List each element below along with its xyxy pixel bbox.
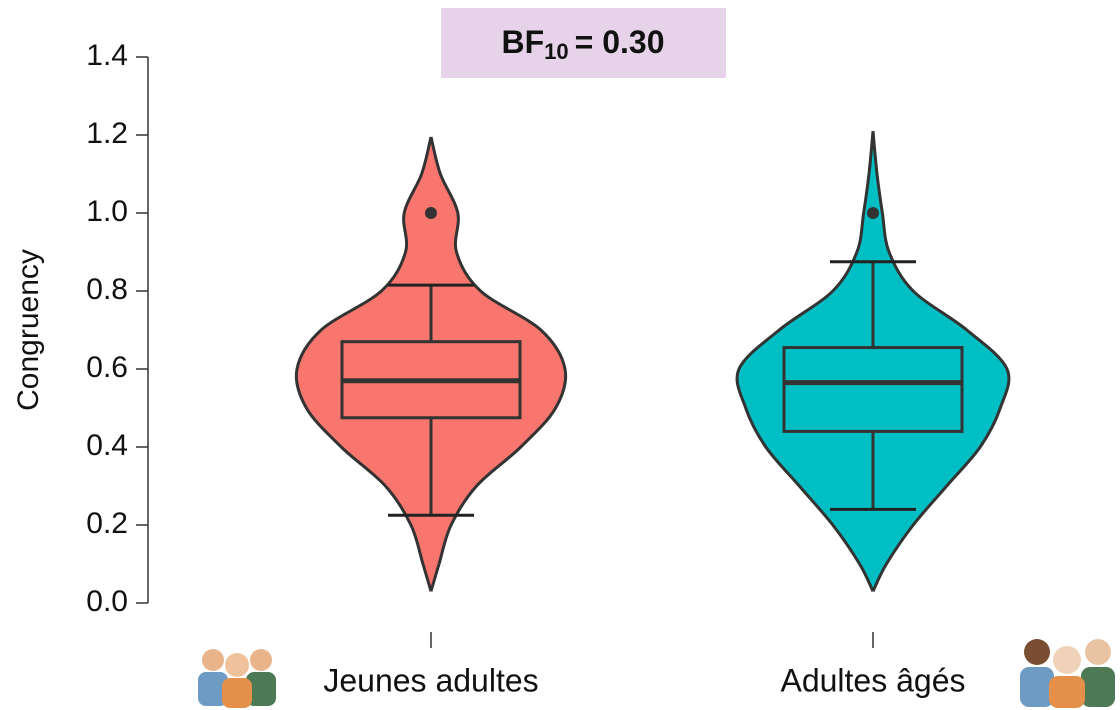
y-tick-label: 0.4 xyxy=(86,429,128,462)
y-tick-label: 0.6 xyxy=(86,351,128,384)
y-tick-label: 0.8 xyxy=(86,273,128,306)
y-tick-label: 1.2 xyxy=(86,117,128,150)
box xyxy=(782,346,964,433)
outlier xyxy=(867,207,879,219)
y-tick-label: 1.4 xyxy=(86,39,128,72)
outlier xyxy=(425,207,437,219)
icon-old xyxy=(1020,639,1115,708)
x-tick-label: Jeunes adultes xyxy=(323,662,538,698)
y-tick-label: 0.2 xyxy=(86,507,128,540)
y-axis-title: Congruency xyxy=(12,249,45,411)
annotation-box xyxy=(441,8,726,78)
icon-young xyxy=(198,649,276,708)
annotation: BF10 = 0.30 xyxy=(502,24,665,63)
y-tick-label: 1.0 xyxy=(86,195,128,228)
x-tick-label: Adultes âgés xyxy=(780,662,965,698)
y-tick-label: 0.0 xyxy=(86,585,128,618)
